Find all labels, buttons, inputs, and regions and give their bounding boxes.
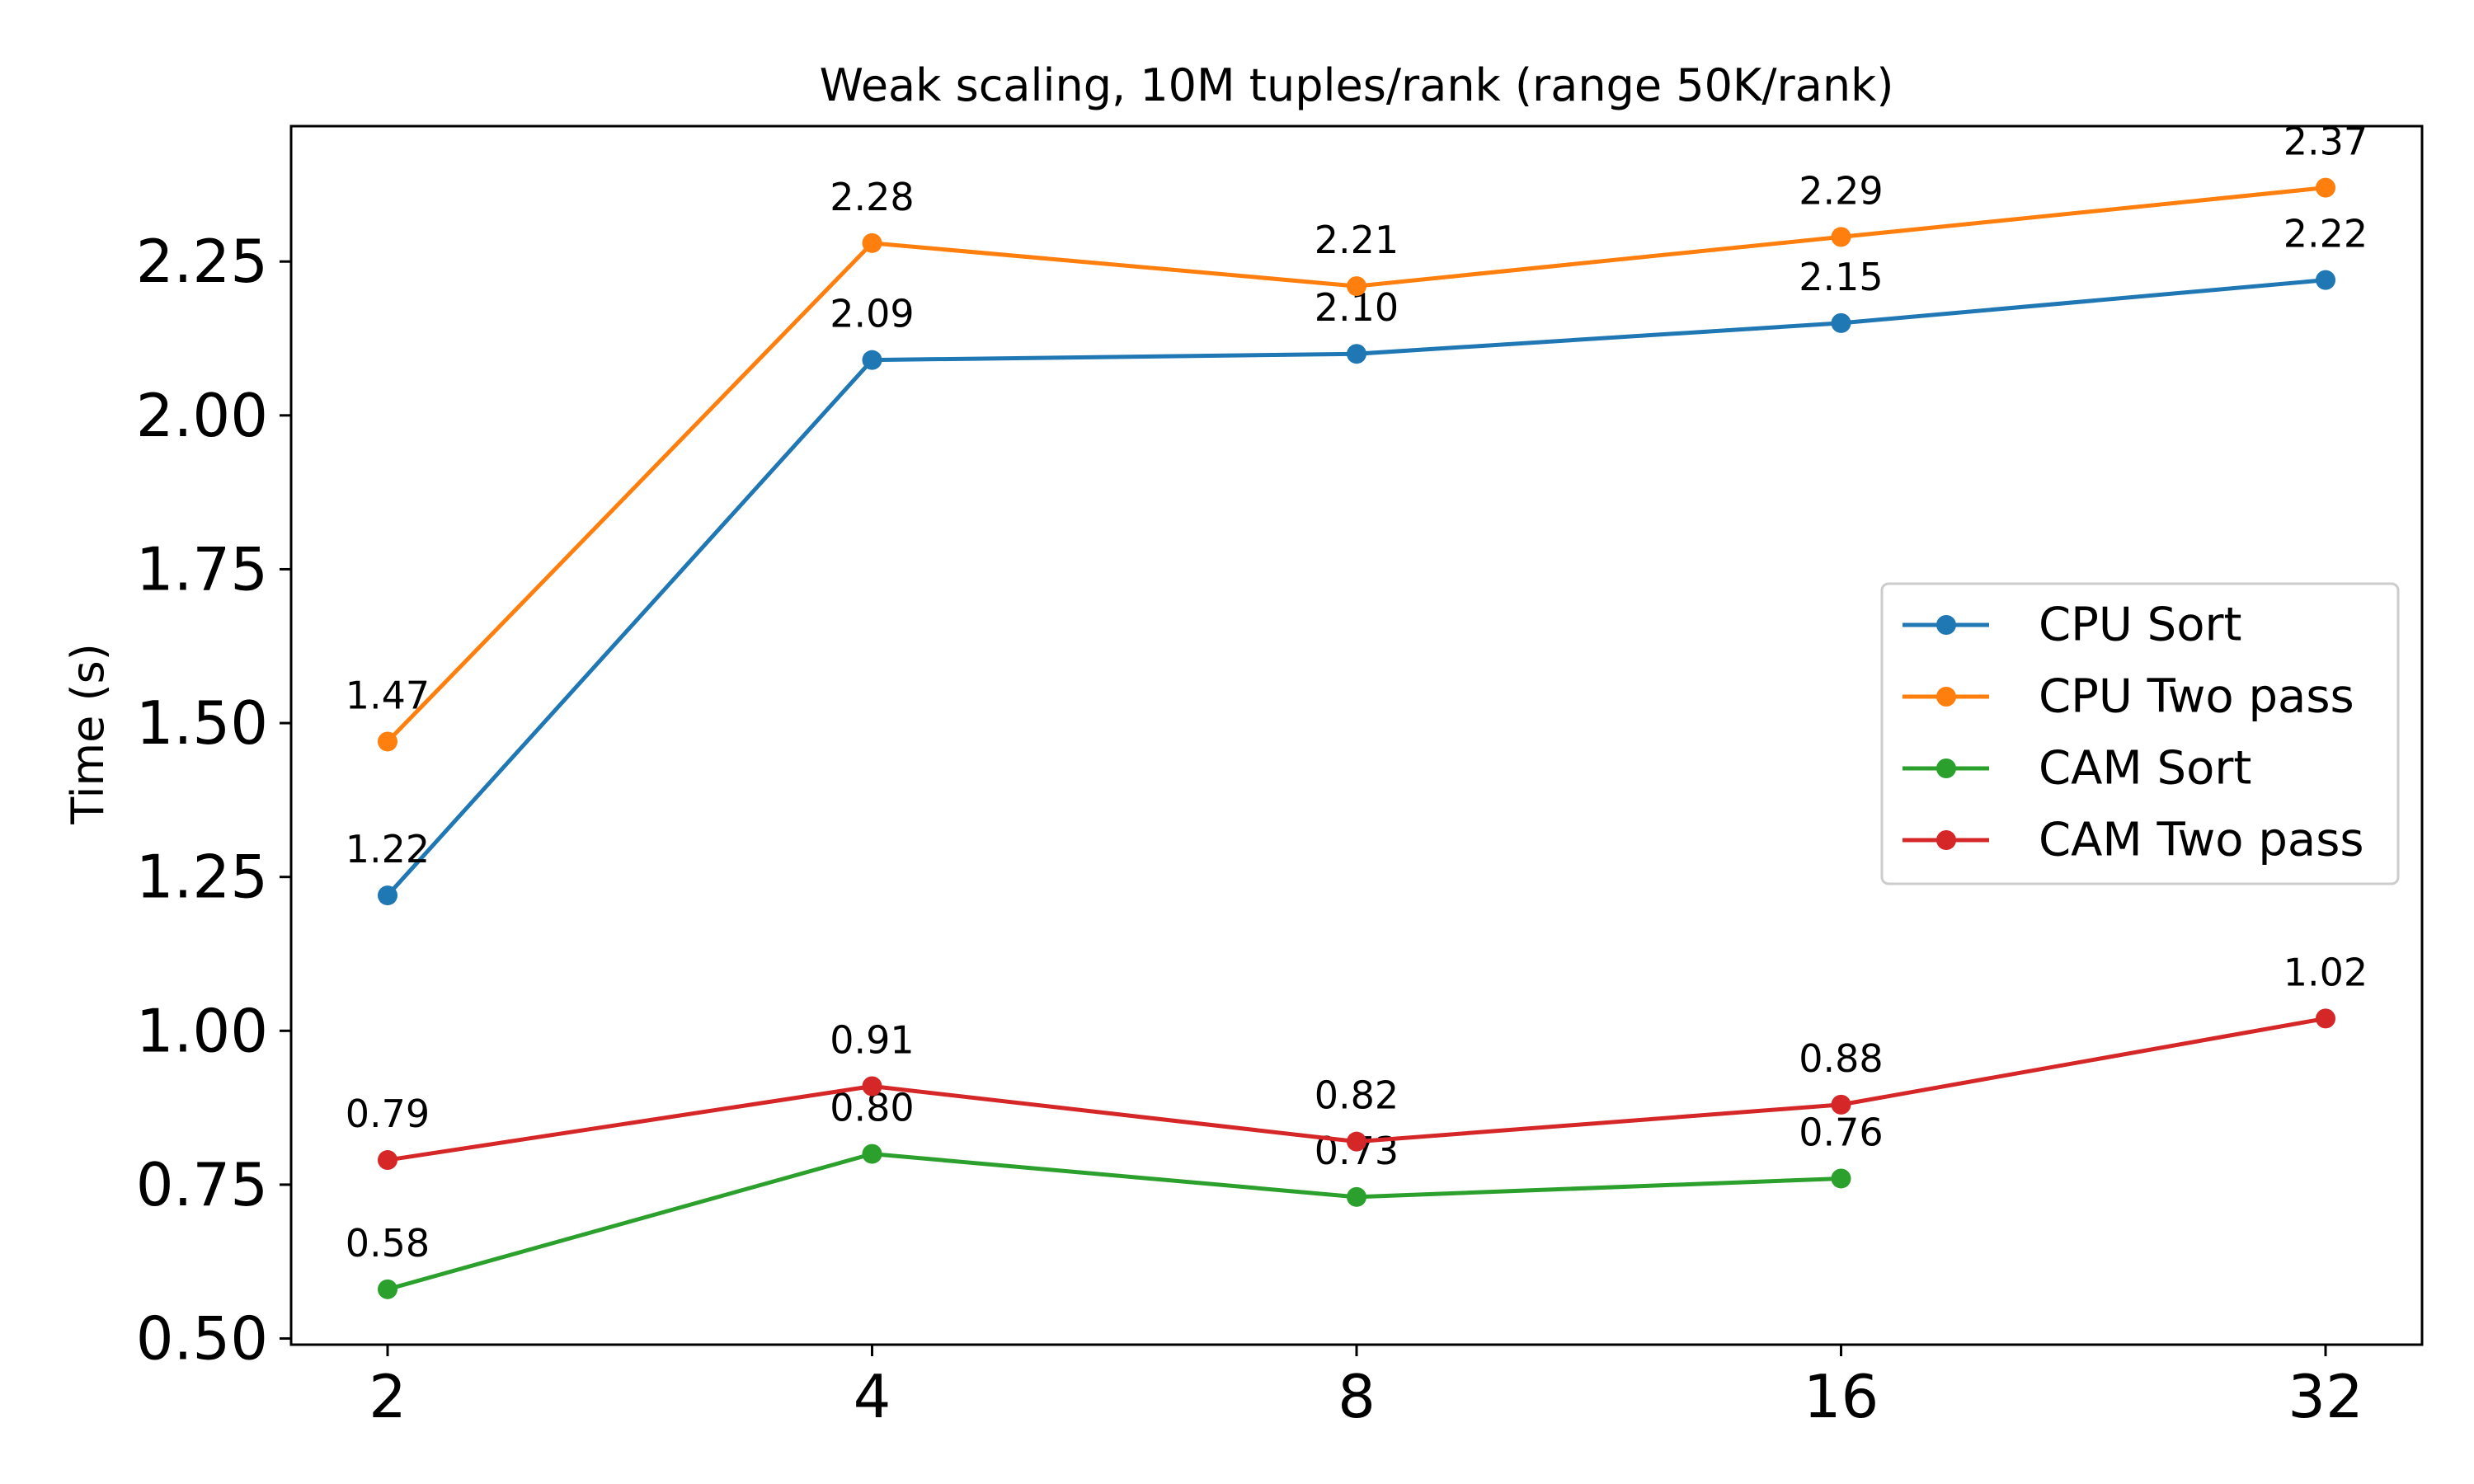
legend-marker (1936, 758, 1956, 778)
plot-area: 1.222.09 2.102.152.221.472.282.212.292.37… (346, 120, 2368, 1299)
x-tick-label: 16 (1804, 1362, 1879, 1431)
data-label-cpu-two-pass: 1.47 (346, 673, 430, 717)
legend-box (1880, 582, 2400, 885)
data-point-cam-two-pass (378, 1150, 397, 1171)
y-tick-label: 0.75 (136, 1150, 268, 1219)
data-point-cpu-two-pass (378, 731, 397, 752)
x-tick-label: 2 (369, 1362, 407, 1431)
data-point-cam-two-pass (862, 1076, 882, 1097)
data-label-cam-two-pass: 0.79 (346, 1092, 430, 1136)
data-label-cpu-sort: 2.22 (2284, 212, 2368, 256)
y-tick-label: 2.25 (136, 227, 268, 296)
data-label-cam-sort: 0.76 (1799, 1110, 1883, 1154)
y-tick-label: 0.50 (136, 1304, 268, 1374)
y-tick-label: 2.00 (136, 381, 268, 450)
legend-label: CAM Sort (2039, 742, 2251, 796)
data-point-cam-sort (862, 1144, 882, 1164)
data-point-cpu-two-pass (2316, 177, 2335, 198)
data-point-cam-two-pass (1347, 1131, 1366, 1152)
data-label-cpu-two-pass: 2.29 (1799, 168, 1883, 213)
data-point-cpu-two-pass (862, 232, 882, 253)
data-label-cam-two-pass: 0.88 (1799, 1036, 1883, 1081)
data-label-cpu-two-pass: 2.28 (830, 175, 914, 219)
y-tick-label: 1.25 (136, 843, 268, 912)
data-point-cpu-two-pass (1831, 227, 1851, 247)
data-label-cam-two-pass: 0.91 (830, 1017, 914, 1062)
legend-marker (1936, 687, 1956, 707)
data-point-cpu-two-pass (1347, 276, 1366, 297)
legend-marker (1936, 615, 1956, 635)
data-label-cam-two-pass: 1.02 (2284, 950, 2368, 994)
y-tick-label: 1.75 (136, 534, 268, 603)
data-label-cpu-sort: 2.15 (1799, 255, 1883, 299)
chart-title: Weak scaling, 10M tuples/rank (range 50K… (820, 59, 1894, 111)
data-point-cam-two-pass (2316, 1008, 2335, 1029)
x-tick-label: 8 (1338, 1362, 1376, 1431)
data-label-cam-two-pass: 0.82 (1315, 1073, 1399, 1118)
data-point-cpu-sort (1831, 312, 1851, 333)
axis-ticks: 0.50 0.75 1.00 1.25 1.50 1.75 2.00 2.25 2 4 8 16 32 (136, 227, 2363, 1431)
legend-label: CAM Two pass (2039, 814, 2364, 867)
data-point-cam-two-pass (1831, 1094, 1851, 1115)
data-label-cpu-sort: 1.22 (346, 827, 430, 871)
data-point-cam-sort (378, 1279, 397, 1299)
legend-marker (1936, 830, 1956, 850)
data-point-cam-sort (1347, 1186, 1366, 1207)
legend-label: CPU Two pass (2039, 670, 2354, 724)
y-tick-label: 1.50 (136, 688, 268, 758)
plot-frame (289, 124, 2424, 1346)
data-point-cpu-sort (1347, 344, 1366, 364)
series-line-cam-sort (387, 1152, 1841, 1292)
legend: CPU Sort CPU Two pass CAM Sort CAM Two pass (1880, 582, 2400, 885)
data-label-cpu-sort: 2.09 (830, 292, 914, 336)
data-label-cam-sort: 0.58 (346, 1221, 430, 1266)
data-point-cam-sort (1831, 1168, 1851, 1189)
x-tick-label: 32 (2288, 1362, 2363, 1431)
data-label-cpu-two-pass: 2.21 (1315, 218, 1399, 262)
legend-label: CPU Sort (2039, 599, 2241, 652)
x-tick-label: 4 (854, 1362, 891, 1431)
data-point-cpu-sort (862, 350, 882, 370)
y-tick-label: 1.00 (136, 996, 268, 1065)
y-axis-label: Time (s) (62, 643, 114, 825)
data-point-cpu-sort (2316, 270, 2335, 290)
data-point-cpu-sort (378, 885, 397, 906)
